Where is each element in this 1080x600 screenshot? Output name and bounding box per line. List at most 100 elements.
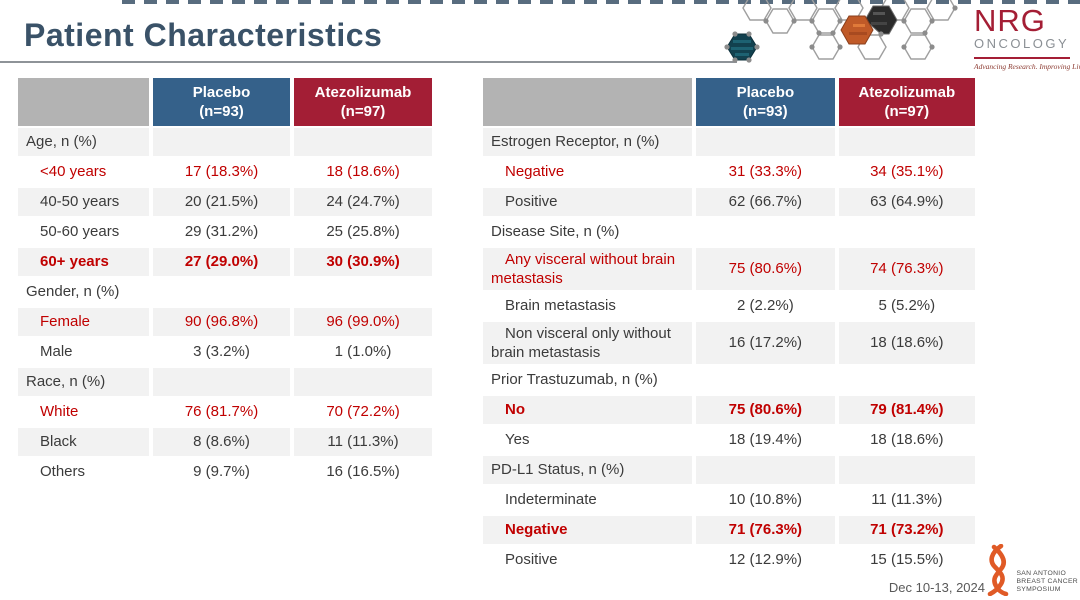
placebo-header-cell: Placebo (n=93) [696, 78, 835, 126]
row-label: Any visceral without brain metastasis [483, 248, 693, 290]
atezolizumab-value [294, 278, 432, 306]
atezolizumab-value: 24 (24.7%) [294, 188, 432, 216]
placebo-value: 75 (80.6%) [696, 248, 835, 290]
placebo-value: 20 (21.5%) [153, 188, 290, 216]
placebo-value: 9 (9.7%) [153, 458, 290, 486]
atezolizumab-value: 71 (73.2%) [838, 516, 975, 544]
table-header-row: Placebo (n=93) Atezolizumab (n=97) [483, 78, 975, 126]
placebo-header-name: Placebo [736, 84, 795, 101]
row-label: 50-60 years [18, 218, 149, 246]
row-label: Positive [483, 546, 693, 574]
atezolizumab-value: 18 (18.6%) [838, 322, 975, 364]
footer-date: Dec 10-13, 2024 [888, 580, 985, 595]
nrg-logo-name: NRG [974, 3, 1046, 38]
atezolizumab-header-cell: Atezolizumab (n=97) [294, 78, 432, 126]
placebo-value: 90 (96.8%) [153, 308, 290, 336]
atezolizumab-value: 1 (1.0%) [294, 338, 432, 366]
atezolizumab-value: 63 (64.9%) [838, 188, 975, 216]
filled-hexagons [726, 5, 898, 61]
patient-characteristics-table-right: Placebo (n=93) Atezolizumab (n=97) Estro… [483, 78, 975, 576]
atezolizumab-value: 5 (5.2%) [838, 292, 975, 320]
row-label: Yes [483, 426, 693, 454]
row-label: 60+ years [18, 248, 149, 276]
placebo-value: 62 (66.7%) [696, 188, 835, 216]
table-row-trastuzumab-yes: Yes 18 (19.4%) 18 (18.6%) [483, 426, 975, 454]
clipped-previous-title-remnant [122, 0, 1080, 4]
row-label: White [18, 398, 149, 426]
placebo-value: 71 (76.3%) [696, 516, 835, 544]
empty-header-cell [483, 78, 693, 126]
row-label: PD-L1 Status, n (%) [483, 456, 693, 484]
row-label: No [483, 396, 693, 424]
table-row-age-section: Age, n (%) [18, 128, 432, 156]
placebo-value: 16 (17.2%) [696, 322, 835, 364]
placebo-header-n: (n=93) [743, 103, 788, 120]
row-label: Male [18, 338, 149, 366]
placebo-value: 10 (10.8%) [696, 486, 835, 514]
atezolizumab-header-name: Atezolizumab [858, 84, 956, 101]
row-label: Disease Site, n (%) [483, 218, 693, 246]
atezolizumab-value [838, 218, 975, 246]
placebo-value: 12 (12.9%) [696, 546, 835, 574]
patient-characteristics-table-left: Placebo (n=93) Atezolizumab (n=97) Age, … [18, 78, 432, 488]
nrg-oncology-logo: NRG ONCOLOGY Advancing Research. Improvi… [974, 3, 1080, 71]
atezolizumab-value [294, 128, 432, 156]
nrg-logo-rule [974, 57, 1070, 59]
placebo-value [153, 278, 290, 306]
row-label: Positive [483, 188, 693, 216]
sabcs-logo-text: SAN ANTONIO BREAST CANCER SYMPOSIUM [1016, 570, 1078, 594]
atezolizumab-value: 96 (99.0%) [294, 308, 432, 336]
placebo-value: 76 (81.7%) [153, 398, 290, 426]
atezolizumab-header-n: (n=97) [884, 103, 930, 120]
atezolizumab-value: 15 (15.5%) [838, 546, 975, 574]
placebo-value [153, 368, 290, 396]
atezolizumab-value: 18 (18.6%) [838, 426, 975, 454]
row-label: Others [18, 458, 149, 486]
atezolizumab-value [838, 366, 975, 394]
sabcs-line1: SAN ANTONIO [1016, 570, 1067, 577]
nrg-logo-tagline: Advancing Research. Improving Lives. [974, 62, 1080, 71]
atezolizumab-value [838, 456, 975, 484]
atezolizumab-header-cell: Atezolizumab (n=97) [838, 78, 975, 126]
placebo-value: 8 (8.6%) [153, 428, 290, 456]
atezolizumab-value: 79 (81.4%) [838, 396, 975, 424]
row-label: Negative [483, 158, 693, 186]
atezolizumab-value: 16 (16.5%) [294, 458, 432, 486]
page-title: Patient Characteristics [24, 17, 383, 53]
placebo-value: 3 (3.2%) [153, 338, 290, 366]
table-row-under40: <40 years 17 (18.3%) 18 (18.6%) [18, 158, 432, 186]
placebo-value: 31 (33.3%) [696, 158, 835, 186]
table-row-trastuzumab-section: Prior Trastuzumab, n (%) [483, 366, 975, 394]
row-label: Female [18, 308, 149, 336]
row-label: Estrogen Receptor, n (%) [483, 128, 693, 156]
row-label: <40 years [18, 158, 149, 186]
table-row-pdl1-positive: Positive 12 (12.9%) 15 (15.5%) [483, 546, 975, 574]
atezolizumab-value: 25 (25.8%) [294, 218, 432, 246]
table-row-race-section: Race, n (%) [18, 368, 432, 396]
table-row-any-visceral: Any visceral without brain metastasis 75… [483, 248, 975, 290]
sabcs-logo: SAN ANTONIO BREAST CANCER SYMPOSIUM [984, 544, 1078, 596]
row-label: Race, n (%) [18, 368, 149, 396]
sabcs-ribbon-icon [988, 544, 1009, 596]
table-row-pdl1-section: PD-L1 Status, n (%) [483, 456, 975, 484]
title-divider-line [0, 61, 737, 63]
atezolizumab-value: 74 (76.3%) [838, 248, 975, 290]
atezolizumab-value: 30 (30.9%) [294, 248, 432, 276]
placebo-header-cell: Placebo (n=93) [153, 78, 290, 126]
table-row-female: Female 90 (96.8%) 96 (99.0%) [18, 308, 432, 336]
placebo-value [153, 128, 290, 156]
row-label: Indeterminate [483, 486, 693, 514]
atezolizumab-value: 11 (11.3%) [294, 428, 432, 456]
atezolizumab-value: 34 (35.1%) [838, 158, 975, 186]
table-row-er-section: Estrogen Receptor, n (%) [483, 128, 975, 156]
row-label: Gender, n (%) [18, 278, 149, 306]
row-label: Black [18, 428, 149, 456]
placebo-value: 17 (18.3%) [153, 158, 290, 186]
table-row-50-60: 50-60 years 29 (31.2%) 25 (25.8%) [18, 218, 432, 246]
row-label: 40-50 years [18, 188, 149, 216]
empty-header-cell [18, 78, 149, 126]
placebo-value [696, 456, 835, 484]
table-row-60plus: 60+ years 27 (29.0%) 30 (30.9%) [18, 248, 432, 276]
table-row-white: White 76 (81.7%) 70 (72.2%) [18, 398, 432, 426]
atezolizumab-header-name: Atezolizumab [314, 84, 412, 101]
